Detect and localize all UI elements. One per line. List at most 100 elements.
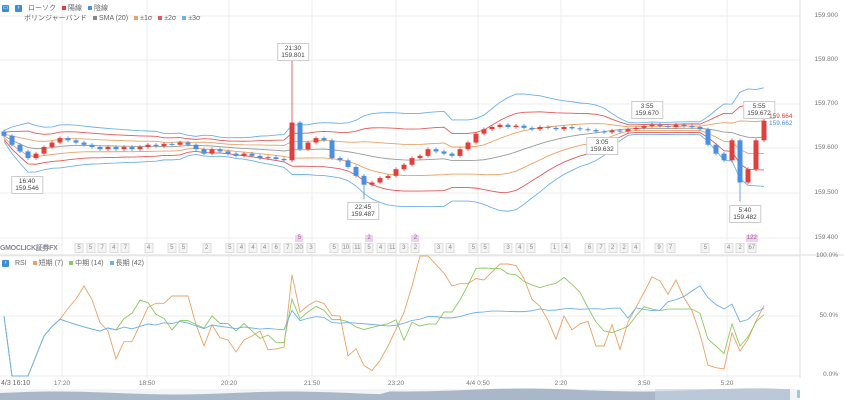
candle-down xyxy=(153,144,159,147)
x-label: 2:20 xyxy=(554,380,568,387)
legend-rsi-long: 長期 (42) xyxy=(109,258,144,268)
legend-sma: SMA (20) xyxy=(92,15,128,22)
candle-up xyxy=(209,149,215,154)
volume-count: 2 xyxy=(619,243,629,253)
candle-down xyxy=(129,146,135,150)
volume-marker[interactable]: 2 xyxy=(365,235,373,242)
broker-logo: GMOCLICK証券FX xyxy=(0,245,58,252)
volume-count: 5 xyxy=(167,243,177,253)
rsi-legend: › RSI 短期 (7) 中期 (14) 長期 (42) xyxy=(2,258,144,268)
y-label: 159.500 xyxy=(814,189,839,196)
volume-count: 3 xyxy=(399,243,409,253)
candle-down xyxy=(553,127,559,130)
volume-count: 2 xyxy=(202,243,212,253)
rsi-label: 100.0% xyxy=(815,252,838,259)
candle-down xyxy=(697,127,703,130)
annotation-high: 3:55 159.670 xyxy=(631,101,663,119)
candle-down xyxy=(193,144,199,150)
volume-count: 4 xyxy=(445,243,455,253)
rsi-settings-icon[interactable]: › xyxy=(2,259,9,267)
candle-down xyxy=(273,157,279,159)
candle-up xyxy=(289,122,295,161)
bollinger-p2-line xyxy=(3,103,765,142)
legend-rsi-short: 短期 (7) xyxy=(32,258,63,268)
rsi-mid-line xyxy=(3,267,765,377)
volume-count: 4 xyxy=(631,243,641,253)
volume-count: 4 xyxy=(109,243,119,253)
volume-marker[interactable]: 2 xyxy=(411,235,420,242)
candle-up xyxy=(497,124,503,127)
volume-count: 3 xyxy=(306,243,316,253)
candle-down xyxy=(545,127,551,128)
legend-candles: ローソク xyxy=(28,5,56,12)
candle-down xyxy=(257,155,263,159)
candle-down xyxy=(81,142,87,145)
y-label: 159.700 xyxy=(814,100,839,107)
volume-count: 7 xyxy=(97,243,107,253)
x-label: 18:50 xyxy=(138,380,156,387)
candle-down xyxy=(297,122,303,150)
current-bid: 159.664 xyxy=(769,113,793,120)
legend-s1: ±1σ xyxy=(134,15,152,22)
volume-count: 11 xyxy=(387,243,397,253)
candle-up xyxy=(465,142,471,150)
legend-rsi: RSI xyxy=(15,259,27,267)
candle-down xyxy=(65,138,71,141)
candle-up xyxy=(457,149,463,156)
candle-down xyxy=(433,149,439,152)
candle-down xyxy=(689,126,695,128)
volume-marker[interactable]: 5 xyxy=(295,235,304,242)
candle-down xyxy=(353,166,359,176)
legend-s2: ±2σ xyxy=(158,15,176,22)
candle-down xyxy=(529,127,535,130)
rsi-label: 0.0% xyxy=(823,371,838,378)
x-label: 20:20 xyxy=(220,380,238,387)
bollinger-p1-line xyxy=(3,120,765,148)
volume-count: 5 xyxy=(480,243,490,253)
candle-down xyxy=(9,135,15,145)
annotation-high: 5:55 159.672 xyxy=(743,101,775,119)
candle-up xyxy=(265,157,271,159)
candle-down xyxy=(737,140,743,183)
candle-up xyxy=(481,129,487,134)
bollinger-legend: ボリンジャーバンド SMA (20) ±1σ ±2σ ±3σ xyxy=(24,13,200,23)
candle-up xyxy=(633,127,639,130)
candle-up xyxy=(537,127,543,130)
volume-count: 7 xyxy=(283,243,293,253)
legend-down: 陰線 xyxy=(88,3,108,13)
candle-up xyxy=(49,142,55,147)
candle-up xyxy=(41,146,47,154)
legend-rsi-mid: 中期 (14) xyxy=(69,258,104,268)
candle-down xyxy=(1,131,7,136)
candle-down xyxy=(233,153,239,156)
candle-down xyxy=(521,125,527,128)
candle-up xyxy=(137,146,143,150)
volume-count: 7 xyxy=(666,243,676,253)
volume-count: 6 xyxy=(271,243,281,253)
volume-count: 7 xyxy=(120,243,130,253)
panel-icon[interactable]: ▭ xyxy=(2,4,9,12)
volume-count: 5 xyxy=(526,243,536,253)
volume-count: 2 xyxy=(735,243,745,253)
candle-down xyxy=(577,128,583,130)
volume-count: 6 xyxy=(584,243,594,253)
navigator-window xyxy=(655,389,790,400)
bollinger-m3-line xyxy=(3,133,765,212)
volume-count: 1 xyxy=(550,243,560,253)
candle-up xyxy=(177,142,183,145)
candle-down xyxy=(449,153,455,156)
candle-down xyxy=(217,149,223,152)
candle-up xyxy=(729,140,735,161)
volume-count: 4 xyxy=(144,243,154,253)
settings-icon[interactable]: › xyxy=(15,4,22,12)
candle-up xyxy=(393,169,399,176)
current-ask: 159.662 xyxy=(769,120,793,127)
volume-count: 5 xyxy=(178,243,188,253)
volume-marker[interactable]: 122 xyxy=(745,235,758,242)
volume-count: 5 xyxy=(86,243,96,253)
y-label: 159.800 xyxy=(814,56,839,63)
volume-count: 4 xyxy=(236,243,246,253)
volume-count: 2 xyxy=(410,243,420,253)
candle-up xyxy=(145,144,151,147)
